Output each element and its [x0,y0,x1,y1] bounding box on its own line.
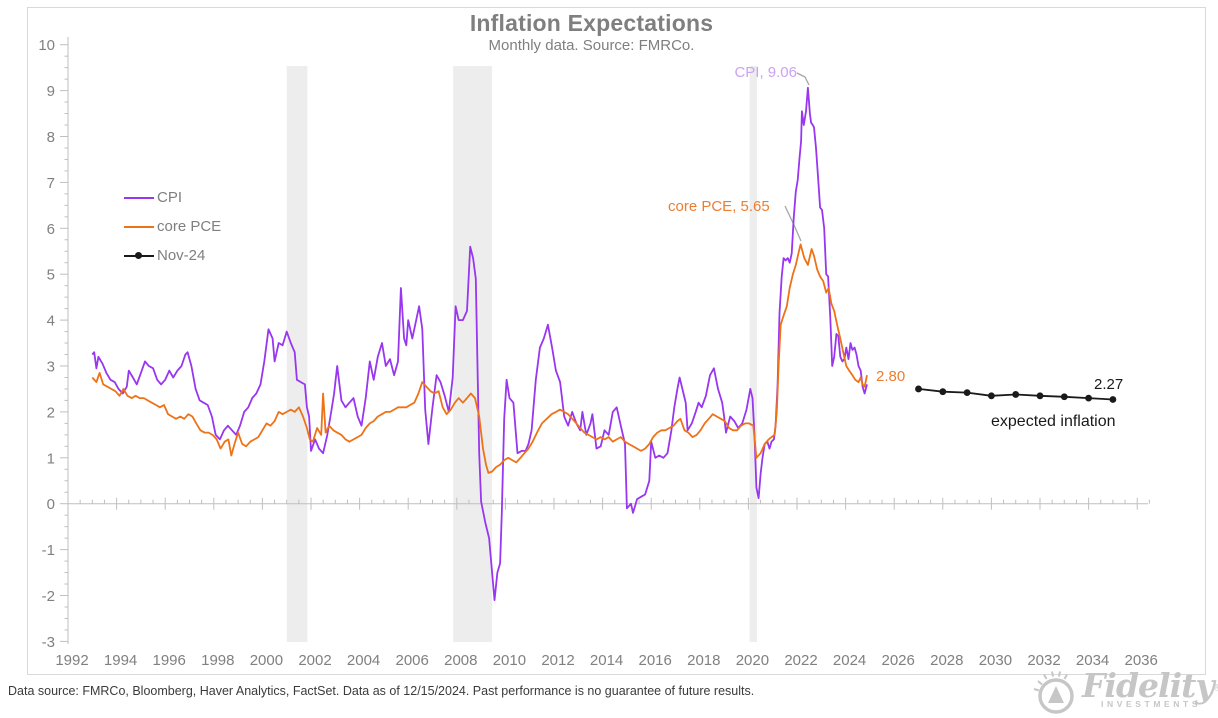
svg-text:2022: 2022 [784,652,817,669]
svg-text:10: 10 [38,37,55,54]
svg-text:2020: 2020 [736,652,769,669]
svg-text:1994: 1994 [104,652,137,669]
legend-item-nov-24: Nov-24 [124,241,221,270]
svg-text:2000: 2000 [250,652,283,669]
legend-label-nov-24: Nov-24 [157,247,206,264]
disclaimer-text: Data source: FMRCo, Bloomberg, Haver Ana… [8,684,755,698]
core-pce-peak-annotation: core PCE, 5.65 [668,198,770,215]
fidelity-investments-text: INVESTMENTS [1101,699,1202,709]
legend-label-core-pce: core PCE [157,218,222,235]
legend-item-core-pce: core PCE [124,212,221,241]
svg-text:2004: 2004 [347,652,380,669]
x-axis: 1992 1994 1996 1998 2000 2002 2004 2006 2008 2010… [55,497,1158,669]
registered-trademark-icon: ® [1213,682,1218,693]
svg-text:6: 6 [47,221,55,238]
svg-text:2016: 2016 [639,652,672,669]
svg-text:2018: 2018 [687,652,720,669]
cpi-annotation-leader [796,72,810,86]
svg-text:2006: 2006 [396,652,429,669]
core-pce-line-swatch [124,225,154,228]
svg-text:2036: 2036 [1125,652,1158,669]
svg-text:2002: 2002 [298,652,331,669]
svg-text:-3: -3 [42,634,55,651]
svg-text:1992: 1992 [55,652,88,669]
svg-text:3: 3 [47,359,55,376]
fidelity-logo: Fidelity® INVESTMENTS [1032,669,1218,718]
svg-text:0: 0 [47,496,55,513]
svg-text:-2: -2 [42,588,55,605]
cpi-line-swatch [124,196,154,199]
svg-text:8: 8 [47,129,55,146]
series-core-pce [91,243,868,474]
core-pce-last-value-label: 2.80 [876,368,906,385]
svg-text:2030: 2030 [979,652,1012,669]
series-cpi [91,86,868,601]
svg-text:2024: 2024 [833,652,866,669]
nov-24-marker-dot [135,252,142,259]
svg-text:2012: 2012 [541,652,574,669]
svg-text:-1: -1 [42,542,55,559]
chart-subtitle: Monthly data. Source: FMRCo. [488,37,695,54]
svg-text:2028: 2028 [930,652,963,669]
svg-text:2: 2 [47,404,55,421]
expected-last-value-label: 2.27 [1094,376,1124,393]
fidelity-wordmark: Fidelity [1082,666,1215,705]
legend-item-cpi: CPI [124,183,221,212]
svg-text:1998: 1998 [201,652,234,669]
recession-bands [286,66,757,642]
svg-text:5: 5 [47,267,55,284]
legend-label-cpi: CPI [157,189,183,206]
fidelity-pyramid-icon [1032,671,1078,718]
nov-24-line-swatch [124,252,154,259]
svg-text:7: 7 [47,175,55,192]
svg-text:2026: 2026 [882,652,915,669]
svg-text:1996: 1996 [153,652,186,669]
svg-text:2008: 2008 [444,652,477,669]
svg-text:2010: 2010 [493,652,526,669]
svg-text:2014: 2014 [590,652,623,669]
svg-text:9: 9 [47,83,55,100]
cpi-peak-annotation: CPI, 9.06 [734,64,797,81]
chart-frame [27,7,1206,675]
svg-text:4: 4 [47,313,55,330]
chart-title: Inflation Expectations [469,10,714,36]
series-nov-24 [915,385,1117,403]
svg-text:1: 1 [47,450,55,467]
legend: CPI core PCE Nov-24 [124,183,221,270]
svg-text:2034: 2034 [1076,652,1109,669]
svg-text:2032: 2032 [1027,652,1060,669]
expected-inflation-label: expected inflation [991,413,1116,430]
